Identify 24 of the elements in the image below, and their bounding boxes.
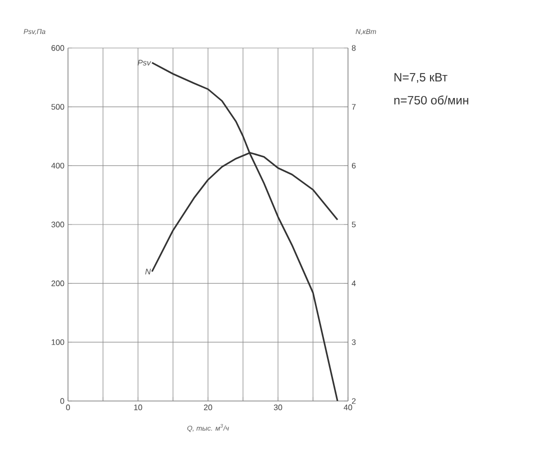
y-tick-label: 600 bbox=[52, 45, 64, 51]
y2-tick-label: 5 bbox=[352, 222, 356, 228]
y2-tick-label: 6 bbox=[352, 162, 356, 168]
y2-tick-label: 3 bbox=[352, 339, 356, 345]
y-tick-label: 500 bbox=[51, 104, 64, 110]
line-series bbox=[151, 62, 338, 401]
y-tick-label: 200 bbox=[52, 280, 64, 286]
x-tick-label: 40 bbox=[344, 404, 352, 410]
text: N=7,5 кВт bbox=[394, 73, 448, 83]
x-tick-label: 10 bbox=[134, 404, 142, 410]
y2-tick-label: 2 bbox=[352, 398, 356, 404]
y-tick-label: 100 bbox=[52, 339, 64, 345]
y-tick-label: 300 bbox=[51, 222, 64, 228]
y-tick-label: 0 bbox=[60, 398, 64, 404]
y-tick-label: 400 bbox=[51, 162, 64, 168]
series-label: N bbox=[145, 268, 151, 274]
text: n=750 об/мин bbox=[394, 96, 468, 104]
x-tick-label: 30 bbox=[274, 404, 282, 410]
series-label: Psv bbox=[138, 60, 152, 66]
x-tick-label: 0 bbox=[66, 404, 70, 410]
y2-tick-label: 4 bbox=[352, 280, 356, 286]
y2-tick-label: 7 bbox=[352, 104, 356, 110]
y2-tick-label: 8 bbox=[352, 45, 356, 51]
x-tick-label: 20 bbox=[204, 404, 212, 410]
